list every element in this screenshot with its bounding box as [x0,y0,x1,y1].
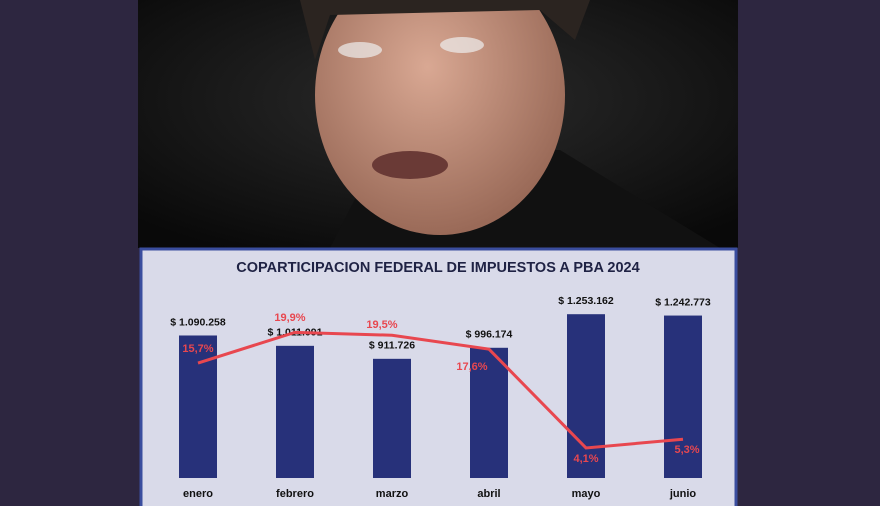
line-value-label: 19,9% [274,312,305,324]
x-tick-label: marzo [376,488,409,500]
bar-value-label: $ 996.174 [466,329,513,341]
bar-value-label: $ 1.253.162 [558,295,614,307]
line [197,330,684,450]
bar [179,335,217,478]
bar-value-label: $ 1.090.258 [170,316,226,328]
x-tick-label: febrero [276,488,314,500]
x-tick-label: junio [669,488,697,500]
bar [276,345,314,478]
line-value-label: 17,6% [456,361,487,373]
x-tick-label: mayo [572,488,601,500]
line-value-label: 15,7% [182,343,213,355]
bar-value-label: $ 911.726 [369,340,415,352]
x-tick-label: abril [477,488,500,500]
bar [373,358,411,478]
line-value-label: 19,5% [366,319,397,331]
bar-value-label: $ 1.242.773 [655,296,711,308]
bar [664,315,702,478]
chart-title: COPARTICIPACION FEDERAL DE IMPUESTOS A P… [236,260,639,276]
bar [470,347,508,478]
x-tick-label: enero [183,488,213,500]
line-value-label: 5,3% [674,444,699,456]
photo [138,0,738,248]
chart-panel [139,247,738,506]
line-value-label: 4,1% [573,453,598,465]
bar [567,314,605,478]
